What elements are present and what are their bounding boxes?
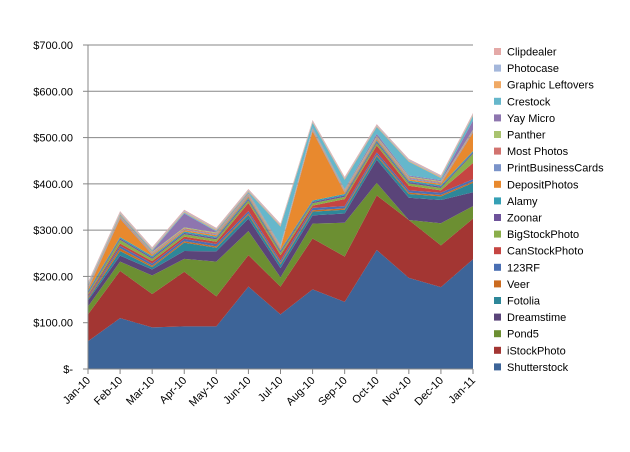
legend-swatch — [494, 346, 501, 354]
legend-label: Shutterstock — [507, 362, 569, 374]
area-dreamstime — [88, 159, 473, 307]
legend-label: Zoonar — [507, 213, 542, 225]
legend-swatch — [494, 247, 501, 255]
legend-label: PrintBusinessCards — [507, 163, 604, 175]
legend-label: CanStockPhoto — [507, 246, 583, 258]
legend-swatch — [494, 263, 501, 271]
y-tick-label: $300.00 — [33, 225, 73, 237]
x-tick-label: Apr-10 — [158, 375, 190, 407]
legend-label: 123RF — [507, 262, 540, 274]
legend-label: Panther — [507, 130, 546, 142]
x-tick-label: Mar-10 — [124, 375, 157, 408]
legend-label: Clipdealer — [507, 47, 557, 59]
x-tick-label: Nov-10 — [380, 375, 414, 409]
x-tick-label: Feb-10 — [92, 375, 125, 408]
legend-swatch — [494, 230, 501, 238]
legend-label: Graphic Leftovers — [507, 80, 594, 92]
legend-label: DepositPhotos — [507, 179, 579, 191]
x-tick-label: Jul-10 — [256, 375, 286, 405]
x-tick-label: Dec-10 — [412, 375, 446, 409]
y-tick-label: $100.00 — [33, 318, 73, 330]
legend-label: iStockPhoto — [507, 345, 566, 357]
x-tick-label: Aug-10 — [284, 375, 318, 409]
legend-swatch — [494, 280, 501, 288]
legend-swatch — [494, 297, 501, 304]
y-tick-label: $500.00 — [33, 133, 73, 145]
legend-swatch — [494, 164, 501, 172]
y-tick-label: $600.00 — [33, 86, 73, 98]
x-tick-label: Jan-11 — [446, 375, 478, 407]
y-tick-label: $400.00 — [33, 179, 73, 191]
area-series — [88, 113, 473, 369]
x-tick-label: Oct-10 — [350, 375, 382, 407]
legend-swatch — [494, 214, 501, 221]
legend-swatch — [494, 147, 501, 155]
legend: Clipdealer Photocase Graphic Leftovers Cres… — [494, 47, 604, 374]
y-axis-tick-labels: $- $100.00 $200.00 $300.00 $400.00 $500.00 $60… — [33, 40, 73, 376]
legend-label: Photocase — [507, 63, 559, 75]
legend-label: Most Photos — [507, 146, 569, 158]
y-tick-label: $200.00 — [33, 271, 73, 283]
x-tick-label: Sep-10 — [316, 375, 350, 409]
legend-label: Fotolia — [507, 296, 541, 308]
legend-label: Yay Micro — [507, 113, 555, 125]
y-tick-label: $700.00 — [33, 40, 73, 52]
legend-label: Alamy — [507, 196, 538, 208]
legend-swatch — [494, 131, 501, 138]
legend-label: Crestock — [507, 96, 551, 108]
legend-label: Veer — [507, 279, 530, 291]
legend-swatch — [494, 114, 501, 122]
legend-swatch — [494, 64, 501, 72]
x-tick-label: Jun-10 — [221, 375, 253, 407]
legend-swatch — [494, 313, 501, 321]
legend-swatch — [494, 81, 501, 89]
legend-swatch — [494, 330, 501, 338]
legend-label: Dreamstime — [507, 312, 566, 324]
x-tick-label: Jan-10 — [61, 375, 93, 407]
legend-swatch — [494, 363, 501, 371]
area-istockphoto — [88, 195, 473, 342]
axes — [83, 44, 474, 374]
legend-label: BigStockPhoto — [507, 229, 579, 241]
legend-swatch — [494, 180, 501, 188]
legend-swatch — [494, 197, 501, 205]
y-tick-label: $- — [63, 364, 73, 376]
legend-swatch — [494, 97, 501, 105]
legend-swatch — [494, 48, 501, 55]
legend-label: Pond5 — [507, 329, 539, 341]
x-tick-label: May-10 — [187, 375, 221, 409]
area-shutterstock — [88, 250, 473, 369]
